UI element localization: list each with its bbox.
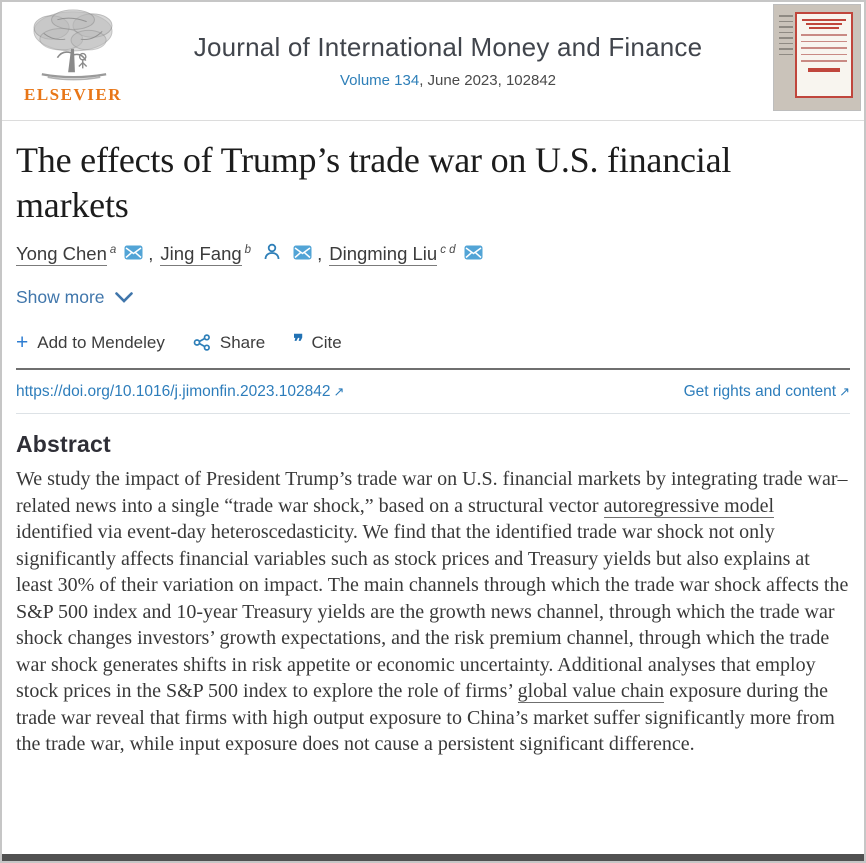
abstract-part-3: exposure during the trade war reveal tha…	[16, 680, 835, 755]
autoregressive-model-link[interactable]: autoregressive model	[603, 494, 775, 518]
article-title: The effects of Trump’s trade war on U.S.…	[16, 140, 732, 225]
external-link-icon: ↗	[333, 384, 345, 399]
person-icon[interactable]	[263, 243, 281, 265]
global-value-chain-link[interactable]: global value chain	[517, 680, 665, 703]
author-yong-chen[interactable]: Yong Chen a	[16, 243, 117, 266]
share-icon	[193, 334, 210, 351]
show-more-button[interactable]: Show more	[16, 287, 133, 308]
action-toolbar: + Add to Mendeley Share ❞ Cite	[16, 332, 850, 353]
abstract-part-2: identified via event-day heteroscedastic…	[16, 521, 849, 702]
get-rights-link[interactable]: Get rights and content ↗	[683, 383, 850, 400]
author-separator: ,	[148, 243, 154, 264]
cite-button[interactable]: ❞ Cite	[293, 333, 341, 353]
envelope-icon[interactable]	[464, 243, 483, 265]
journal-cover-thumbnail[interactable]	[773, 4, 861, 111]
add-to-mendeley-button[interactable]: + Add to Mendeley	[16, 332, 165, 353]
plus-icon: +	[16, 331, 29, 354]
doi-link[interactable]: https://doi.org/10.1016/j.jimonfin.2023.…	[16, 383, 345, 400]
journal-header: ELSEVIER Journal of International Money …	[2, 2, 864, 121]
doi-row: https://doi.org/10.1016/j.jimonfin.2023.…	[16, 370, 850, 414]
external-link-icon: ↗	[839, 384, 850, 399]
envelope-icon[interactable]	[124, 243, 143, 265]
cover-spine-text	[778, 11, 794, 59]
author-separator: ,	[317, 243, 323, 264]
publisher-name: ELSEVIER	[24, 85, 122, 104]
abstract-part-1: We study the impact of President Trump’s…	[16, 468, 848, 517]
quote-icon: ❞	[293, 332, 303, 353]
elsevier-logo[interactable]: ELSEVIER	[14, 8, 132, 105]
issue-line: Volume 134, June 2023, 102842	[142, 72, 754, 89]
volume-link[interactable]: Volume 134	[339, 72, 420, 89]
author-jing-fang[interactable]: Jing Fang b	[160, 243, 252, 266]
cover-page	[795, 12, 853, 98]
issue-info: , June 2023, 102842	[419, 72, 557, 89]
section-divider	[16, 368, 850, 370]
abstract-heading: Abstract	[16, 431, 111, 457]
mendeley-label: Add to Mendeley	[37, 332, 165, 352]
abstract-text: We study the impact of President Trump’s…	[16, 466, 850, 758]
page-bottom-edge	[2, 854, 864, 861]
journal-title-link[interactable]: Journal of International Money and Finan…	[193, 32, 703, 62]
envelope-icon[interactable]	[293, 243, 312, 265]
author-list: Yong Chen a , Jing Fang b , Dingming Liu c …	[16, 243, 850, 266]
share-label: Share	[219, 332, 266, 352]
journal-masthead: Journal of International Money and Finan…	[142, 32, 754, 89]
share-button[interactable]: Share	[193, 333, 265, 353]
elsevier-tree-icon	[33, 9, 113, 81]
abstract-section: Abstract We study the impact of Presiden…	[16, 431, 850, 758]
show-more-label: Show more	[16, 287, 105, 307]
chevron-down-icon	[114, 292, 133, 303]
cite-label: Cite	[311, 332, 342, 352]
article-main: The effects of Trump’s trade war on U.S.…	[2, 138, 864, 758]
author-dingming-liu[interactable]: Dingming Liu c d	[329, 243, 456, 266]
